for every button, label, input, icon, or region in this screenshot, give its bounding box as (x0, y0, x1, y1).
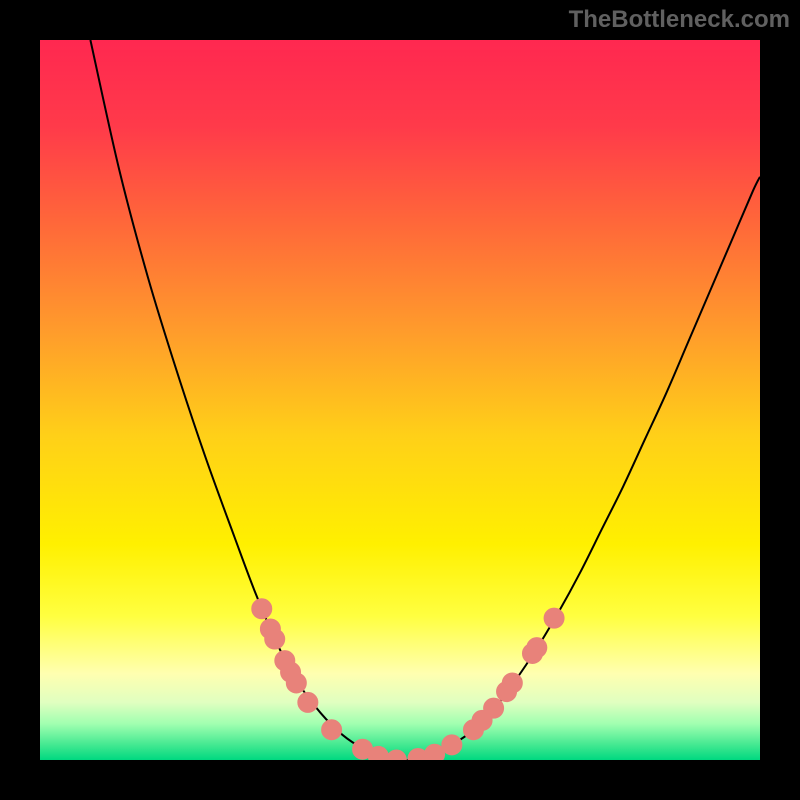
watermark-text: TheBottleneck.com (569, 6, 790, 34)
plot-svg (40, 40, 760, 760)
chart-container: TheBottleneck.com (0, 0, 800, 800)
marker-point (265, 629, 285, 649)
marker-point (484, 698, 504, 718)
marker-point (322, 720, 342, 740)
marker-point (298, 692, 318, 712)
marker-point (544, 608, 564, 628)
marker-point (502, 673, 522, 693)
marker-point (286, 673, 306, 693)
gradient-background (40, 40, 760, 760)
plot-area (40, 40, 760, 760)
marker-point (252, 599, 272, 619)
marker-point (442, 735, 462, 755)
marker-point (527, 638, 547, 658)
